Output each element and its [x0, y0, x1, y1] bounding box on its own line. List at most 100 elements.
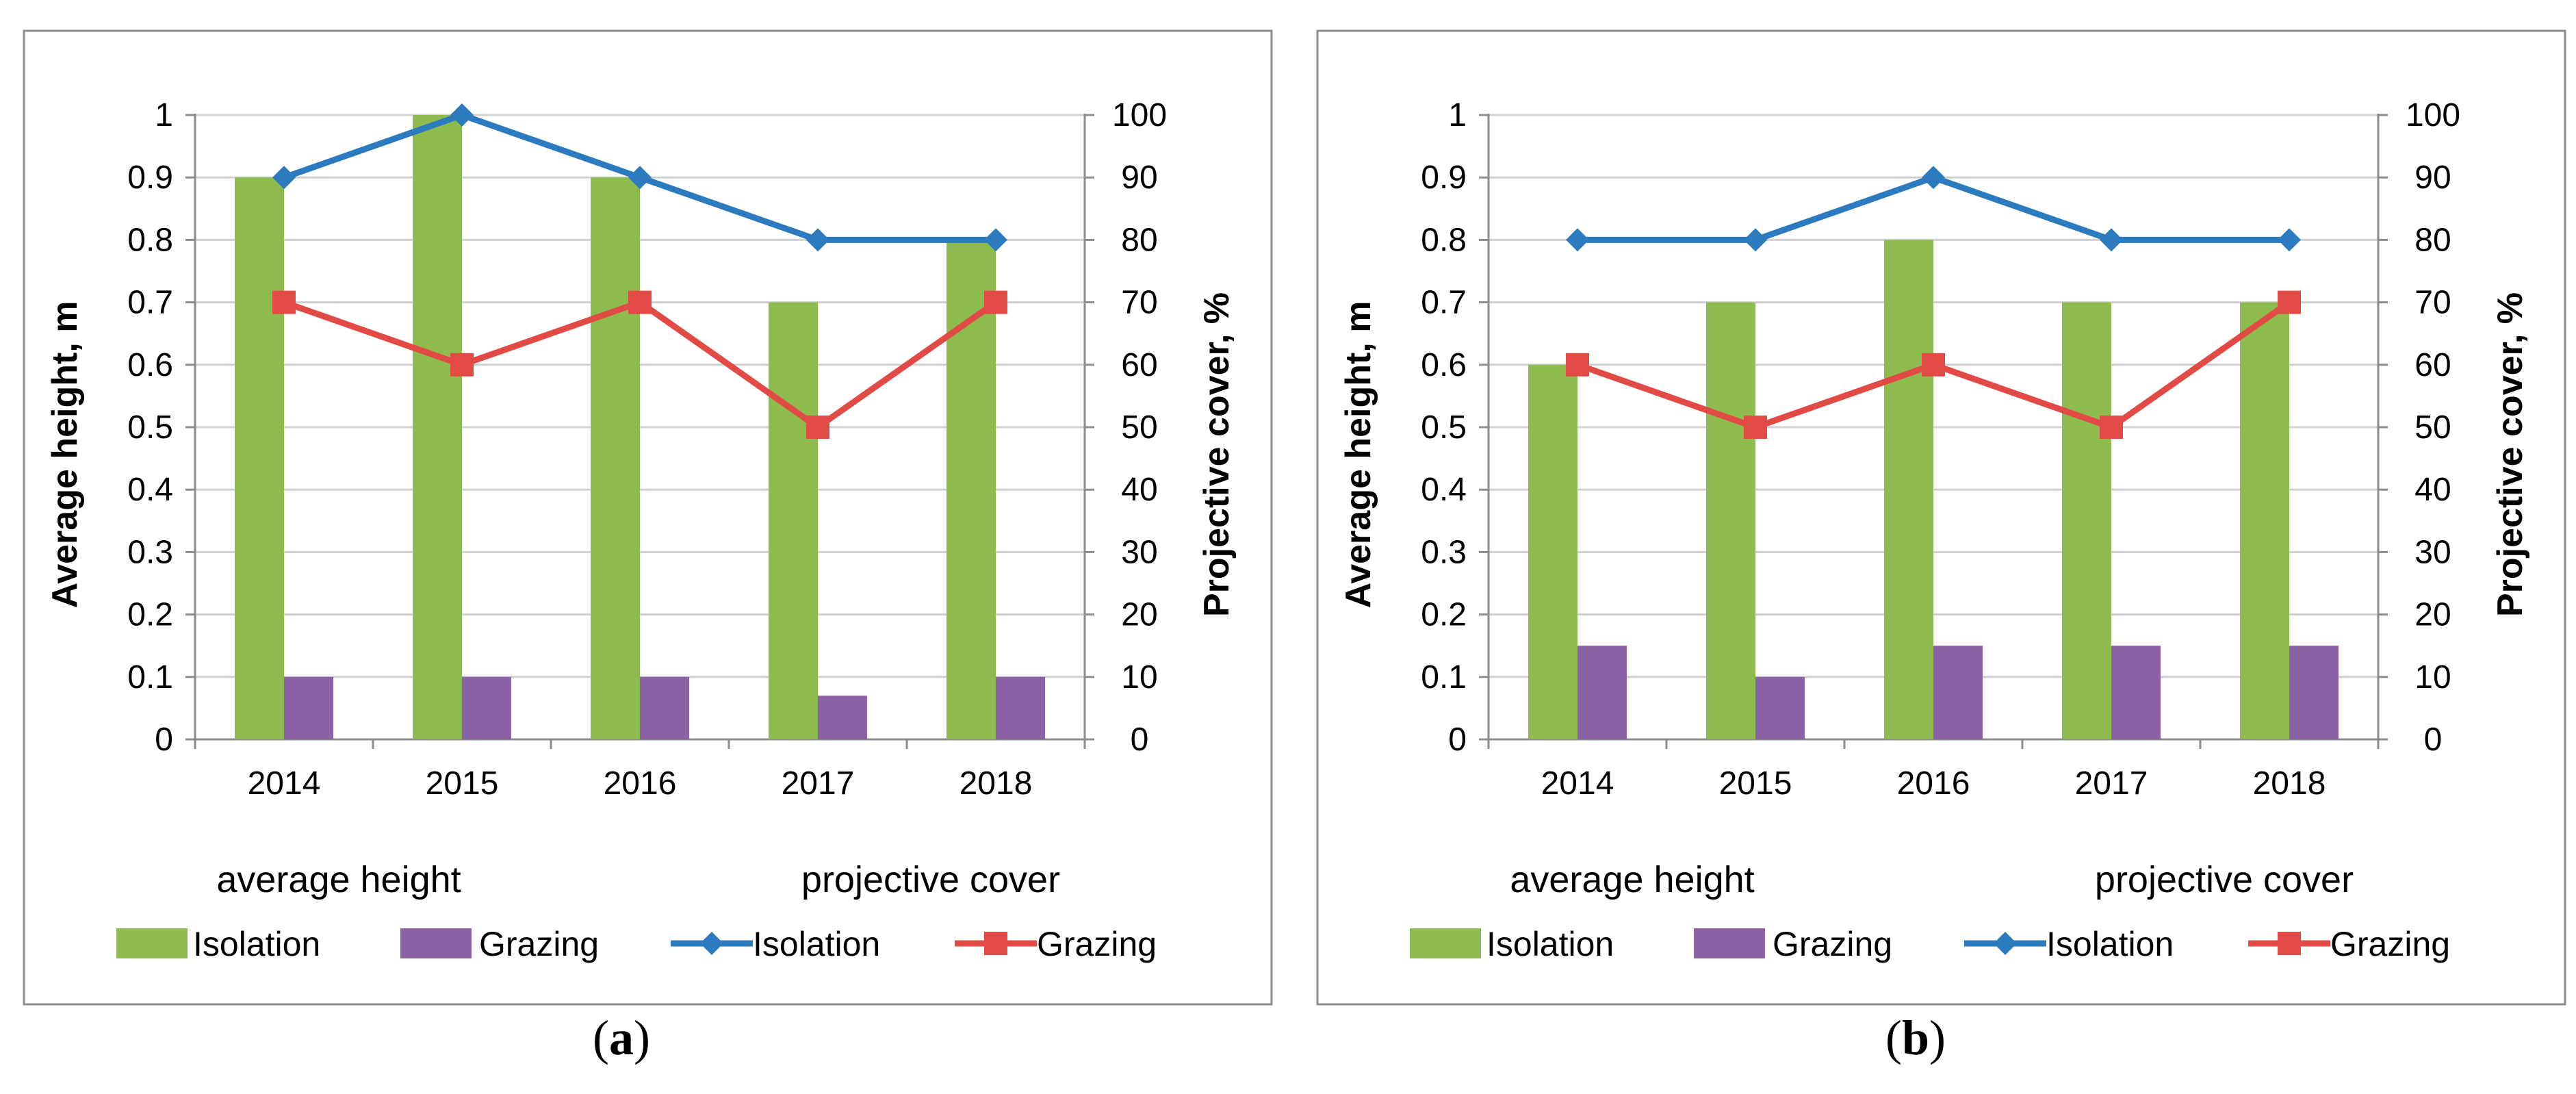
marker-grazing-2016 — [1922, 353, 1945, 377]
marker-grazing-2018 — [2278, 290, 2301, 314]
right-tick-label: 70 — [2414, 285, 2451, 321]
marker-grazing-2015 — [450, 353, 474, 377]
left-tick-label: 0 — [155, 722, 173, 758]
bar-isolation-2016 — [1884, 240, 1933, 739]
right-tick-label: 70 — [1121, 285, 1157, 321]
legend-swatch-marker-grazing — [2278, 932, 2301, 955]
left-tick-label: 0.8 — [127, 222, 173, 258]
legend-group-label: projective cover — [2095, 859, 2354, 900]
legend-group-label: average height — [216, 859, 461, 900]
left-tick-label: 0.2 — [127, 597, 173, 633]
left-tick-label: 1 — [155, 97, 173, 133]
chart-panel-a: 00.10.20.30.40.50.60.70.80.9101020304050… — [23, 29, 1273, 1006]
right-tick-label: 90 — [2414, 160, 2451, 196]
left-tick-label: 0.4 — [1421, 472, 1467, 508]
right-tick-label: 50 — [2414, 409, 2451, 446]
legend-label: Grazing — [2330, 925, 2450, 963]
bar-grazing-2018 — [2289, 646, 2339, 739]
left-axis-title: Average height, m — [45, 301, 85, 609]
marker-isolation-2015 — [450, 103, 474, 127]
right-tick-label: 0 — [2424, 722, 2443, 758]
marker-grazing-2018 — [984, 290, 1007, 314]
bar-grazing-2014 — [1577, 646, 1627, 739]
right-tick-label: 80 — [2414, 222, 2451, 258]
legend-swatch-marker-grazing — [984, 932, 1007, 955]
legend-swatch-bar-isolation — [1410, 928, 1481, 958]
right-tick-label: 100 — [2406, 97, 2460, 133]
right-tick-label: 0 — [1131, 722, 1149, 758]
left-tick-label: 0.3 — [1421, 534, 1467, 570]
marker-isolation-2018 — [984, 228, 1007, 252]
x-tick-label: 2018 — [2253, 765, 2326, 802]
left-tick-label: 0.9 — [1421, 160, 1467, 196]
legend-swatch-bar-grazing — [400, 928, 472, 958]
bar-grazing-2017 — [2111, 646, 2161, 739]
marker-grazing-2016 — [628, 290, 652, 314]
bar-isolation-2014 — [235, 177, 284, 739]
legend-swatch-bar-isolation — [116, 928, 188, 958]
legend-group-label: average height — [1510, 859, 1754, 900]
legend-label: Isolation — [1486, 925, 1614, 963]
right-tick-label: 50 — [1121, 409, 1157, 446]
x-tick-label: 2016 — [1897, 765, 1970, 802]
chart-panel-b: 00.10.20.30.40.50.60.70.80.9101020304050… — [1316, 29, 2566, 1006]
panel-label-b: (b) — [1885, 1010, 1946, 1065]
right-tick-label: 100 — [1112, 97, 1167, 133]
x-tick-label: 2017 — [782, 765, 855, 802]
legend-label: Grazing — [1773, 925, 1892, 963]
left-tick-label: 0.4 — [127, 472, 173, 508]
legend-label: Grazing — [479, 925, 599, 963]
legend-label: Isolation — [753, 925, 880, 963]
marker-isolation-2014 — [272, 166, 296, 190]
x-tick-label: 2015 — [1719, 765, 1792, 802]
legend-label: Isolation — [193, 925, 320, 963]
right-tick-label: 30 — [1121, 534, 1157, 570]
marker-isolation-2017 — [806, 228, 829, 252]
right-tick-label: 30 — [2414, 534, 2451, 570]
x-tick-label: 2016 — [604, 765, 677, 802]
left-tick-label: 0.6 — [1421, 347, 1467, 383]
bar-grazing-2015 — [462, 676, 511, 739]
bar-grazing-2018 — [996, 676, 1045, 739]
marker-isolation-2017 — [2100, 228, 2123, 252]
right-tick-label: 60 — [2414, 347, 2451, 383]
bar-grazing-2014 — [284, 676, 333, 739]
right-tick-label: 10 — [1121, 659, 1157, 696]
right-tick-label: 90 — [1121, 160, 1157, 196]
legend-group-label: projective cover — [801, 859, 1060, 900]
bar-grazing-2017 — [818, 696, 867, 739]
left-tick-label: 0.8 — [1421, 222, 1467, 258]
bar-isolation-2014 — [1528, 364, 1577, 739]
bar-isolation-2015 — [1706, 302, 1755, 740]
legend-swatch-marker-isolation — [1994, 932, 2017, 955]
bar-isolation-2017 — [2062, 302, 2111, 740]
left-tick-label: 1 — [1448, 97, 1467, 133]
left-tick-label: 0.6 — [127, 347, 173, 383]
marker-grazing-2017 — [2100, 416, 2123, 439]
marker-grazing-2017 — [806, 416, 829, 439]
legend-label: Grazing — [1037, 925, 1157, 963]
left-tick-label: 0.2 — [1421, 597, 1467, 633]
left-tick-label: 0.9 — [127, 160, 173, 196]
marker-isolation-2018 — [2278, 228, 2301, 252]
legend-label: Isolation — [2046, 925, 2174, 963]
right-tick-label: 60 — [1121, 347, 1157, 383]
bar-isolation-2018 — [2240, 302, 2289, 740]
bar-isolation-2015 — [413, 115, 462, 739]
bar-grazing-2015 — [1755, 676, 1805, 739]
left-axis-title: Average height, m — [1339, 301, 1378, 609]
right-tick-label: 20 — [1121, 597, 1157, 633]
left-tick-label: 0.1 — [127, 659, 173, 696]
left-tick-label: 0.7 — [1421, 285, 1467, 321]
x-tick-label: 2015 — [426, 765, 499, 802]
marker-grazing-2014 — [272, 290, 296, 314]
chart-frame — [23, 29, 1273, 1006]
marker-isolation-2016 — [628, 166, 652, 190]
x-tick-label: 2017 — [2075, 765, 2148, 802]
bar-isolation-2016 — [591, 177, 640, 739]
bar-isolation-2017 — [769, 302, 818, 740]
x-tick-label: 2018 — [959, 765, 1033, 802]
chart-frame — [1316, 29, 2566, 1006]
